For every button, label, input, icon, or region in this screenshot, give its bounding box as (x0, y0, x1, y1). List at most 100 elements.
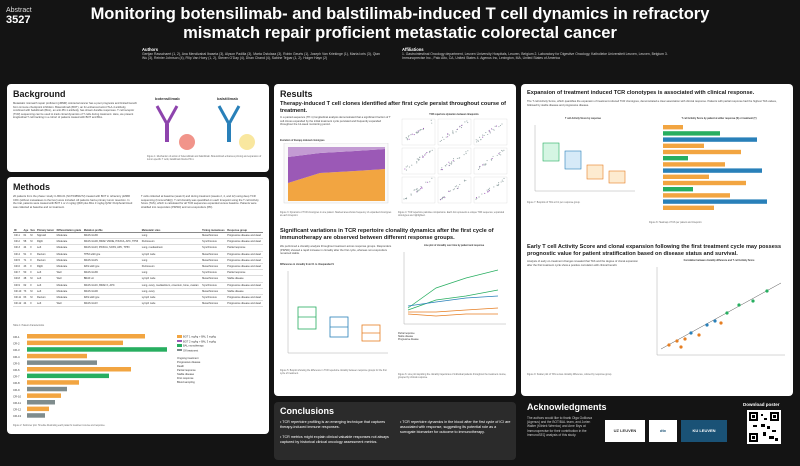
swimmer-legend-item: Death (177, 365, 184, 368)
correlation-figure: Correlation between clonality difference… (649, 260, 789, 370)
scatter-point (467, 150, 469, 152)
scatter-point (418, 159, 420, 161)
table-cell: Progressive disease and dead (226, 263, 263, 271)
table-header: Mutation profile (82, 229, 141, 233)
scatter-point (429, 152, 431, 154)
swimmer-legend-item: Ongoing treatment (177, 357, 199, 360)
table-cell: Metachronous (201, 232, 227, 240)
table-cell: F (29, 300, 37, 308)
correlation-point (705, 323, 709, 327)
table-cell: 58 (22, 238, 30, 246)
swimmer-patient-label: CR-9 (13, 388, 20, 392)
scatter-point (442, 136, 444, 138)
methods-text-left: 20 patients from the phase I study C-800… (13, 195, 133, 209)
antibody-illustration (155, 105, 255, 150)
scatter-point (479, 167, 481, 169)
dtx-logo: dtx (649, 420, 677, 442)
table-cell: Rectum (36, 257, 56, 264)
scatter-point (452, 160, 454, 162)
tas-bar (663, 193, 730, 198)
ku-leuven-logo: KU LEUVEN (681, 420, 727, 442)
scatter-point (406, 197, 408, 199)
figure-title: Line plot of clonality over time by pati… (423, 245, 485, 247)
table-cell: Left (36, 275, 56, 283)
table-cell: Lung (140, 232, 202, 240)
scatter-point (488, 187, 490, 189)
table-cell: CR-9 (13, 282, 23, 289)
stacked-area-chart (283, 142, 389, 204)
table-cell: Metachronous (201, 275, 227, 283)
download-label: Download poster (743, 402, 780, 407)
figure-3-caption: Figure 3: Dynamics of TCR clonotypes in … (280, 212, 392, 217)
table-cell: Right (36, 263, 56, 271)
patient-table: ID Age Sex Primary tumor Differentiation… (13, 229, 263, 308)
scatter-point (443, 196, 445, 198)
scatter-point (484, 164, 486, 166)
table-cell: Progressive disease and dead (226, 232, 263, 240)
scatter-point (498, 126, 500, 128)
background-figure-caption: Figure 1: Mechanism of action of botensi… (147, 156, 262, 161)
figure-7-caption: Figure 7: Boxplots of TAS at C1 per resp… (527, 202, 581, 204)
botensilimab-label: botensilimab (155, 96, 180, 101)
scatter-point (416, 161, 418, 163)
table-cell: Stable disease (226, 288, 263, 295)
scatter-point (495, 125, 498, 127)
table-cell: Lymph node (140, 275, 202, 283)
methods-text-right: T cells collected at baseline (week 0) a… (141, 195, 259, 209)
methods-heading: Methods (13, 182, 50, 192)
scatter-point (416, 158, 418, 160)
abstract-label: Abstract (6, 7, 32, 14)
scatter-point (406, 165, 409, 167)
scatter-point (466, 120, 468, 122)
table-row: CR-4 51 F Rectum Moderate TP53 wild type Lymph… (13, 251, 263, 258)
scatter-point (445, 136, 447, 138)
scatter-grid (401, 118, 508, 204)
table-cell: Well (55, 300, 83, 308)
table-cell: Moderate (55, 244, 83, 252)
clonality-lineplot-figure: Line plot of clonality over time by pati… (398, 245, 510, 365)
table-cell: 44 (22, 244, 30, 252)
legend-swatch (177, 335, 182, 338)
scatter-point (451, 161, 453, 163)
scatter-point (459, 183, 461, 186)
swimmer-legend-item: BAL monotherapy (177, 344, 265, 349)
scatter-point (492, 155, 494, 157)
swimmer-bar (27, 347, 167, 352)
scatter-point (415, 189, 418, 191)
table-cell: M (29, 238, 37, 246)
scatter-point (452, 158, 455, 160)
table-cell: Peritoneum (140, 238, 202, 246)
results-panel: Results Therapy-induced T cell clones id… (274, 84, 516, 396)
conclusion-item: • TCR metrics might explain clinical val… (280, 435, 389, 444)
scatter-point (457, 186, 459, 188)
scatter-point (421, 155, 423, 157)
clonotype-evolution-figure: Evolution of therapy-induced clonotypes (280, 140, 392, 210)
scatter-point (482, 136, 484, 138)
qr-code-icon[interactable] (747, 410, 781, 444)
scatter-point (465, 179, 467, 182)
scatter-point (452, 133, 454, 135)
scatter-point (494, 125, 496, 127)
scatter-point (498, 153, 500, 155)
authors-heading: Authors (142, 47, 159, 52)
table-cell: Metachronous (201, 300, 227, 308)
tas-bar (663, 143, 704, 148)
scatter-point (447, 133, 449, 135)
table-cell: 63 (22, 294, 30, 302)
table-cell: BRAF wt (82, 275, 141, 283)
table-cell: Progressive disease and dead (226, 282, 263, 289)
table-row: CR-8 48 M Left Well BRAF wt Lymph node Metachro… (13, 275, 263, 283)
scatter-point (489, 132, 491, 134)
scatter-point (413, 134, 415, 136)
table-cell: Lung (140, 269, 202, 277)
table-cell: RAS wild type (82, 294, 141, 302)
background-text: Metastatic mismatch repair proficient (p… (13, 102, 137, 120)
scatter-point (422, 127, 425, 129)
scatter-point (455, 185, 458, 187)
table-header: Age (22, 229, 30, 233)
correlation-point (689, 331, 693, 335)
tas-bar (663, 174, 709, 179)
table-cell: 50 (22, 269, 30, 277)
swimmer-bar (27, 353, 87, 359)
table-cell: KRAS G12D (82, 288, 141, 295)
